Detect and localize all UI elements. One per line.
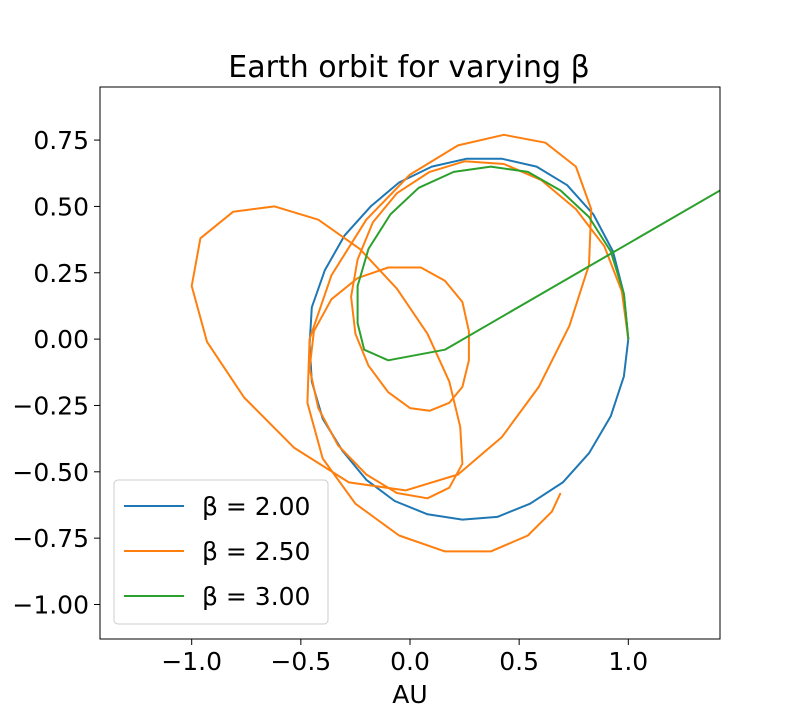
y-tick-label: 0.50: [33, 192, 89, 221]
y-tick-label: −0.75: [12, 524, 89, 553]
y-tick-label: 0.75: [33, 126, 89, 155]
legend-box: [113, 479, 329, 625]
series-line-3: [356, 165, 720, 362]
legend-label: β = 2.00: [202, 492, 310, 521]
y-tick-label: −1.00: [12, 591, 89, 620]
x-tick-label: −1.0: [161, 647, 222, 676]
x-tick-label: 1.0: [608, 647, 648, 676]
y-tick-label: −0.50: [12, 458, 89, 487]
x-tick-label: −0.5: [270, 647, 331, 676]
series-layer: [190, 133, 720, 553]
x-axis-label: AU: [392, 680, 427, 709]
y-tick-label: −0.25: [12, 391, 89, 420]
y-axis: 0.75 0.50 0.25 0.00 −0.25 −0.50 −0.75 −1.00: [12, 126, 100, 620]
y-tick-label: 0.00: [33, 325, 89, 354]
series-line-2: [190, 133, 630, 553]
legend-label: β = 2.50: [202, 537, 310, 566]
x-tick-label: 0.5: [499, 647, 539, 676]
chart-title: Earth orbit for varying β: [228, 50, 589, 85]
x-tick-label: 0.0: [390, 647, 430, 676]
legend-label: β = 3.00: [202, 582, 310, 611]
y-tick-label: 0.25: [33, 259, 89, 288]
legend: β = 2.00 β = 2.50 β = 3.00: [113, 479, 329, 625]
x-axis: −1.0 −0.5 0.0 0.5 1.0: [161, 639, 648, 676]
